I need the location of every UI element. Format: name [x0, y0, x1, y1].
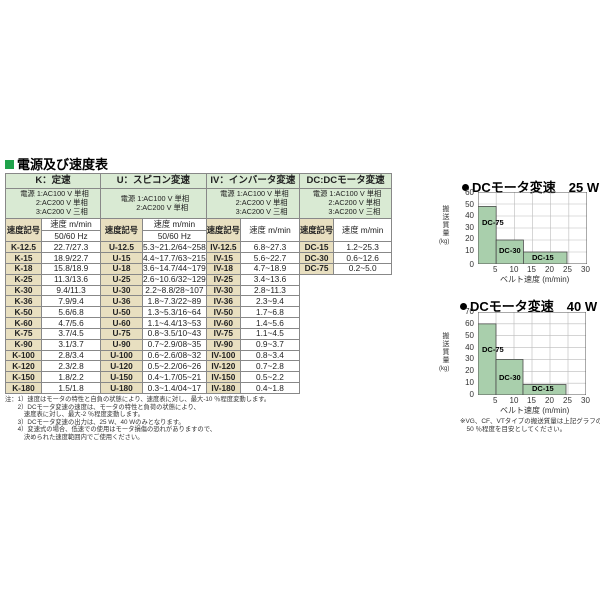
svg-text:DC-75: DC-75 [482, 218, 504, 227]
svg-text:DC-30: DC-30 [499, 373, 521, 382]
svg-text:DC-30: DC-30 [499, 246, 521, 255]
svg-text:DC-75: DC-75 [482, 345, 504, 354]
svg-text:DC-15: DC-15 [532, 253, 554, 262]
svg-text:DC-15: DC-15 [532, 384, 554, 393]
